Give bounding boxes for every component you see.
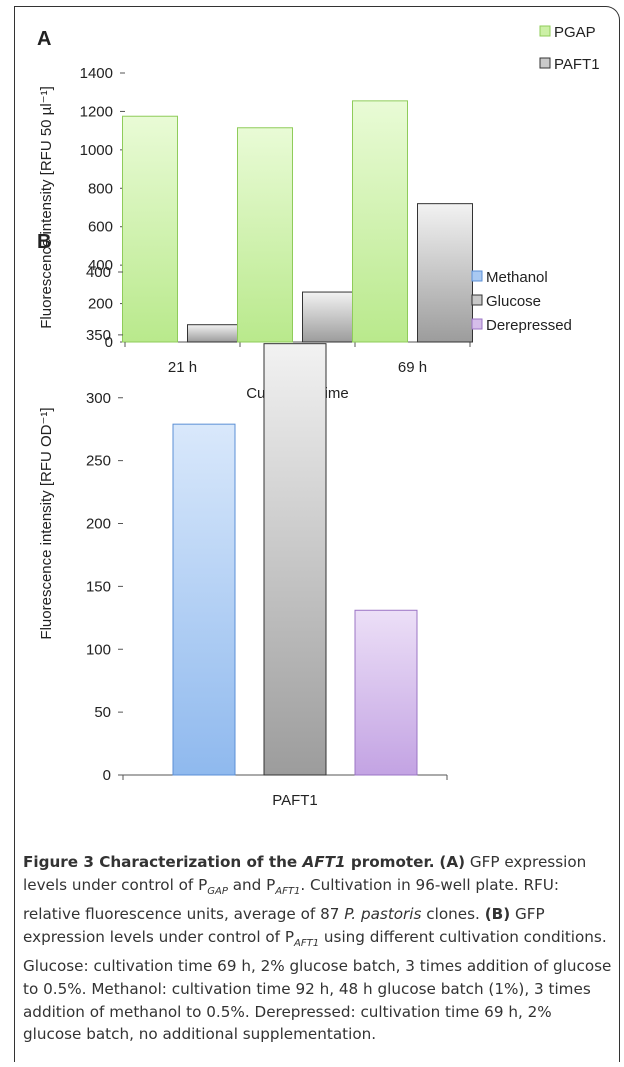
y-tick-label-b: 100	[86, 641, 111, 658]
x-tick-label-a: 69 h	[398, 359, 427, 376]
legend-label-derepressed: Derepressed	[486, 317, 572, 334]
y-tick-label-a: 1200	[80, 103, 113, 120]
legend-swatch-methanol	[471, 270, 483, 282]
bar-pgap-2	[352, 100, 408, 343]
x-tick-label-b: PAFT1	[272, 792, 318, 809]
y-tick-label-b: 300	[86, 390, 111, 407]
legend-swatch-glucose	[471, 294, 483, 306]
y-tick-label-b: 150	[86, 578, 111, 595]
legend-swatch-pgap	[539, 25, 551, 37]
y-tick-label-b: 0	[103, 767, 111, 784]
panel-label-b: B	[37, 231, 51, 253]
y-tick-label-b: 200	[86, 516, 111, 533]
y-tick-label-a: 1400	[80, 65, 113, 82]
legend-label-glucose: Glucose	[486, 293, 541, 310]
y-axis-label-b: Fluorescence intensity [RFU OD⁻¹]	[38, 407, 55, 639]
bar-methanol	[172, 423, 236, 776]
caption-title: Figure 3 Characterization of the AFT1 pr…	[23, 853, 435, 871]
y-tick-label-b: 350	[86, 327, 111, 344]
y-tick-label-a: 1000	[80, 142, 113, 159]
legend-label-pgap: PGAP	[554, 24, 596, 41]
y-tick-label-a: 400	[88, 257, 113, 274]
y-tick-label-a: 0	[105, 334, 113, 351]
legend-swatch-paft1	[539, 57, 551, 69]
bar-pgap-0	[122, 115, 178, 343]
bar-derepressed	[354, 609, 418, 776]
legend-label-methanol: Methanol	[486, 269, 548, 286]
caption-label-a: (A)	[439, 853, 466, 871]
legend-label-paft1: PAFT1	[554, 56, 600, 73]
figure-frame	[14, 6, 620, 1062]
bar-paft1-1	[302, 291, 358, 343]
y-tick-label-a: 800	[88, 180, 113, 197]
y-tick-label-b: 250	[86, 453, 111, 470]
figure-caption: Figure 3 Characterization of the AFT1 pr…	[23, 853, 612, 1044]
panel-label-a: A	[37, 28, 51, 50]
y-tick-label-a: 600	[88, 219, 113, 236]
y-tick-label-b: 400	[86, 264, 111, 281]
bar-paft1-2	[417, 203, 473, 343]
y-tick-label-b: 50	[94, 704, 111, 721]
y-axis-label-a: Fluorescence intensity [RFU 50 µl⁻¹]	[38, 86, 55, 328]
bar-glucose	[263, 343, 327, 776]
x-tick-label-a: 21 h	[168, 359, 197, 376]
bar-paft1-0	[187, 324, 243, 343]
y-tick-label-a: 200	[88, 296, 113, 313]
bar-pgap-1	[237, 127, 293, 343]
legend-swatch-derepressed	[471, 318, 483, 330]
caption-label-b: (B)	[484, 905, 511, 924]
